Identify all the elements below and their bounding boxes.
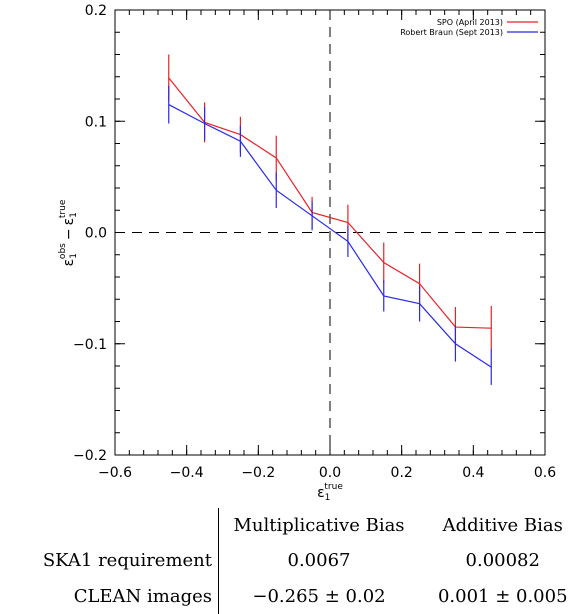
y-axis-label-sup: obs	[58, 243, 68, 259]
y-axis-label-sup: true	[58, 199, 68, 218]
table-row-label: SKA1 requirement	[0, 542, 219, 578]
y-tick-label: −0.1	[73, 337, 107, 353]
table-header-multiplicative: Multiplicative Bias	[219, 508, 420, 542]
y-axis-label-sub: 1	[69, 212, 79, 218]
x-tick-label: 0.0	[319, 465, 341, 481]
table-row: SKA1 requirement 0.0067 0.00082	[0, 542, 587, 578]
x-axis-label-sub: 1	[325, 493, 331, 503]
legend-label: SPO (April 2013)	[437, 18, 503, 27]
table-cell-multiplicative: −0.265 ± 0.02	[219, 578, 420, 614]
chart: −0.6 −0.4 −0.2 0.0 0.2 0.4 0.6 −0.2 −0.1 0.0 0.1 0.…	[0, 0, 587, 508]
legend: SPO (April 2013)Robert Braun (Sept 2013)	[400, 18, 538, 37]
table-cell-multiplicative: 0.0067	[219, 542, 420, 578]
axes: −0.6 −0.4 −0.2 0.0 0.2 0.4 0.6 −0.2 −0.1 0.0 0.1 0.…	[73, 3, 556, 481]
table-row: CLEAN images −0.265 ± 0.02 0.001 ± 0.005	[0, 578, 587, 614]
y-axis-label-minus: −	[61, 228, 77, 240]
y-tick-label: 0.1	[85, 114, 107, 130]
x-tick-label: 0.6	[534, 465, 556, 481]
x-tick-label: 0.2	[391, 465, 413, 481]
y-axis-label: ε1obs−ε1true	[58, 199, 79, 266]
legend-label: Robert Braun (Sept 2013)	[400, 28, 503, 37]
table-row-label: CLEAN images	[0, 578, 219, 614]
y-tick-label: −0.2	[73, 448, 107, 464]
table-header-additive: Additive Bias	[419, 508, 587, 542]
table-header-row: Multiplicative Bias Additive Bias	[0, 508, 587, 542]
y-tick-label: 0.2	[85, 3, 107, 19]
table-header-blank	[0, 508, 219, 542]
bias-table: Multiplicative Bias Additive Bias SKA1 r…	[0, 508, 587, 614]
y-tick-label: 0.0	[85, 226, 107, 242]
x-tick-label: −0.4	[170, 465, 204, 481]
x-tick-label: −0.6	[98, 465, 132, 481]
x-tick-label: −0.2	[241, 465, 275, 481]
table-cell-additive: 0.001 ± 0.005	[419, 578, 587, 614]
x-tick-label: 0.4	[462, 465, 484, 481]
table-cell-additive: 0.00082	[419, 542, 587, 578]
y-axis-label-sub: 1	[69, 253, 79, 259]
x-axis-label: ε1true	[317, 482, 343, 503]
x-axis-label-sup: true	[324, 482, 343, 492]
